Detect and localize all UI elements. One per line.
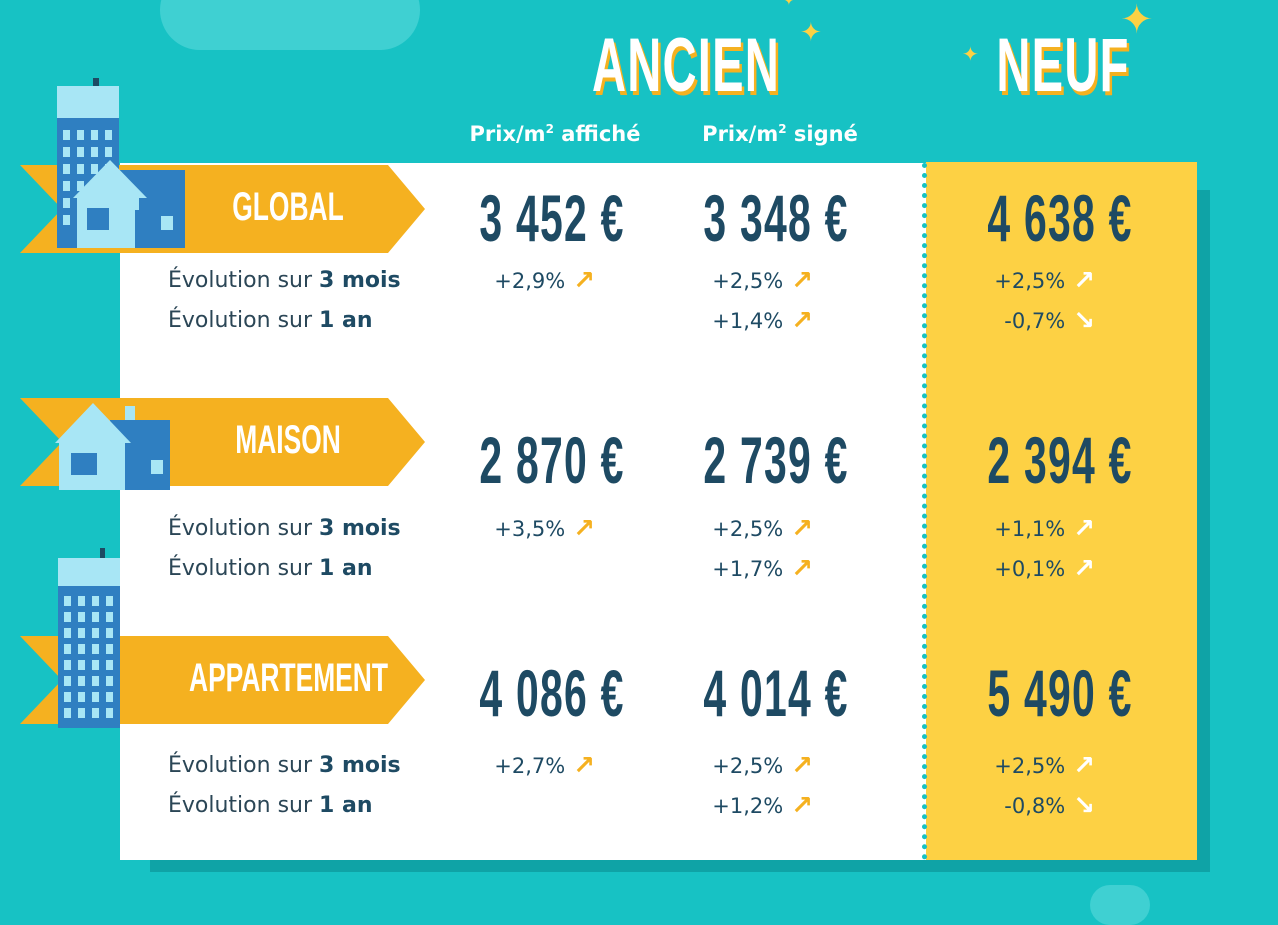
price-neuf: 2 394 €	[987, 423, 1133, 497]
evolution-value: +2,7%	[494, 754, 566, 778]
price-signe: 2 739 €	[703, 423, 849, 497]
arrow-down-right-icon: ↘	[1073, 791, 1095, 821]
neuf-title: NEUF	[996, 23, 1130, 108]
dotted-divider	[922, 163, 927, 860]
evolution-affiche: +2,7% ↗	[455, 753, 595, 779]
arrow-up-right-icon: ↗	[791, 751, 813, 781]
price-neuf: 5 490 €	[987, 656, 1133, 730]
evolution-label: Évolution sur 3 mois	[168, 753, 401, 778]
evolution-value: +1,1%	[994, 517, 1066, 541]
arrow-up-right-icon: ↗	[1073, 554, 1095, 584]
ancien-panel	[120, 163, 926, 860]
arrow-up-right-icon: ↗	[573, 751, 595, 781]
evolution-period: 1 an	[319, 793, 373, 818]
neuf-panel	[926, 162, 1197, 860]
arrow-down-right-icon: ↘	[1073, 306, 1095, 336]
evolution-signe: +2,5% ↗	[673, 753, 813, 779]
sparkle-icon: ✦	[962, 42, 979, 66]
evolution-signe: +1,2% ↗	[673, 793, 813, 819]
evolution-period: 1 an	[319, 556, 373, 581]
evolution-value: +1,4%	[712, 309, 784, 333]
evolution-affiche: +2,9% ↗	[455, 268, 595, 294]
evolution-signe: +2,5% ↗	[673, 268, 813, 294]
header-text: Prix/m	[469, 122, 546, 146]
arrow-up-right-icon: ↗	[1073, 751, 1095, 781]
arrow-up-right-icon: ↗	[1073, 266, 1095, 296]
evolution-label: Évolution sur 1 an	[168, 793, 373, 818]
column-header-signe: Prix/m2 signé	[660, 122, 900, 146]
house-icon	[55, 398, 175, 502]
house-and-building-icon	[55, 78, 185, 252]
evolution-value: +1,7%	[712, 557, 784, 581]
evolution-value: +1,2%	[712, 794, 784, 818]
price-neuf: 4 638 €	[987, 181, 1133, 255]
evolution-value: -0,8%	[1004, 794, 1066, 818]
header-sup: 2	[778, 122, 787, 136]
evolution-value: +2,5%	[712, 517, 784, 541]
evolution-signe: +1,4% ↗	[673, 308, 813, 334]
price-affiche: 4 086 €	[479, 656, 625, 730]
evolution-affiche: +3,5% ↗	[455, 516, 595, 542]
evolution-signe: +1,7% ↗	[673, 556, 813, 582]
sparkle-icon: ✦	[783, 0, 795, 9]
arrow-up-right-icon: ↗	[791, 791, 813, 821]
evolution-value: +2,5%	[712, 269, 784, 293]
price-affiche: 3 452 €	[479, 181, 625, 255]
section-label: APPARTEMENT	[189, 656, 388, 700]
arrow-up-right-icon: ↗	[791, 306, 813, 336]
arrow-up-right-icon: ↗	[791, 554, 813, 584]
evolution-value: +3,5%	[494, 517, 566, 541]
arrow-up-right-icon: ↗	[791, 514, 813, 544]
price-affiche: 2 870 €	[479, 423, 625, 497]
price-signe: 4 014 €	[703, 656, 849, 730]
evolution-label-text: Évolution sur	[168, 268, 320, 293]
evolution-label: Évolution sur 3 mois	[168, 268, 401, 293]
evolution-period: 1 an	[319, 308, 373, 333]
evolution-neuf: +2,5% ↗	[955, 753, 1095, 779]
evolution-label-text: Évolution sur	[168, 308, 320, 333]
section-label: GLOBAL	[232, 185, 344, 229]
evolution-value: +2,9%	[494, 269, 566, 293]
evolution-label-text: Évolution sur	[168, 556, 320, 581]
evolution-neuf: -0,8% ↘	[955, 793, 1095, 819]
evolution-label-text: Évolution sur	[168, 753, 320, 778]
evolution-label: Évolution sur 3 mois	[168, 516, 401, 541]
evolution-label-text: Évolution sur	[168, 793, 320, 818]
sparkle-icon: ✦	[800, 18, 822, 48]
evolution-period: 3 mois	[319, 753, 401, 778]
header-text: Prix/m	[702, 122, 779, 146]
evolution-value: +2,5%	[712, 754, 784, 778]
evolution-period: 3 mois	[319, 516, 401, 541]
apartment-building-icon	[56, 548, 126, 732]
cloud-decoration	[160, 0, 420, 50]
evolution-value: +0,1%	[994, 557, 1066, 581]
price-signe: 3 348 €	[703, 181, 849, 255]
arrow-up-right-icon: ↗	[573, 514, 595, 544]
evolution-value: -0,7%	[1004, 309, 1066, 333]
header-sup: 2	[545, 122, 554, 136]
cloud-decoration	[1090, 885, 1150, 925]
column-header-affiche: Prix/m2 affiché	[435, 122, 675, 146]
header-text: affiché	[553, 122, 641, 146]
evolution-label: Évolution sur 1 an	[168, 556, 373, 581]
arrow-up-right-icon: ↗	[791, 266, 813, 296]
evolution-value: +2,5%	[994, 754, 1066, 778]
evolution-value: +2,5%	[994, 269, 1066, 293]
section-label: MAISON	[235, 418, 341, 462]
evolution-signe: +2,5% ↗	[673, 516, 813, 542]
evolution-period: 3 mois	[319, 268, 401, 293]
evolution-neuf: +0,1% ↗	[955, 556, 1095, 582]
evolution-neuf: +1,1% ↗	[955, 516, 1095, 542]
arrow-up-right-icon: ↗	[573, 266, 595, 296]
arrow-up-right-icon: ↗	[1073, 514, 1095, 544]
evolution-neuf: -0,7% ↘	[955, 308, 1095, 334]
evolution-neuf: +2,5% ↗	[955, 268, 1095, 294]
ancien-title: ANCIEN	[591, 23, 781, 108]
header-text: signé	[786, 122, 858, 146]
evolution-label-text: Évolution sur	[168, 516, 320, 541]
sparkle-icon: ✦	[1120, 0, 1154, 43]
evolution-label: Évolution sur 1 an	[168, 308, 373, 333]
